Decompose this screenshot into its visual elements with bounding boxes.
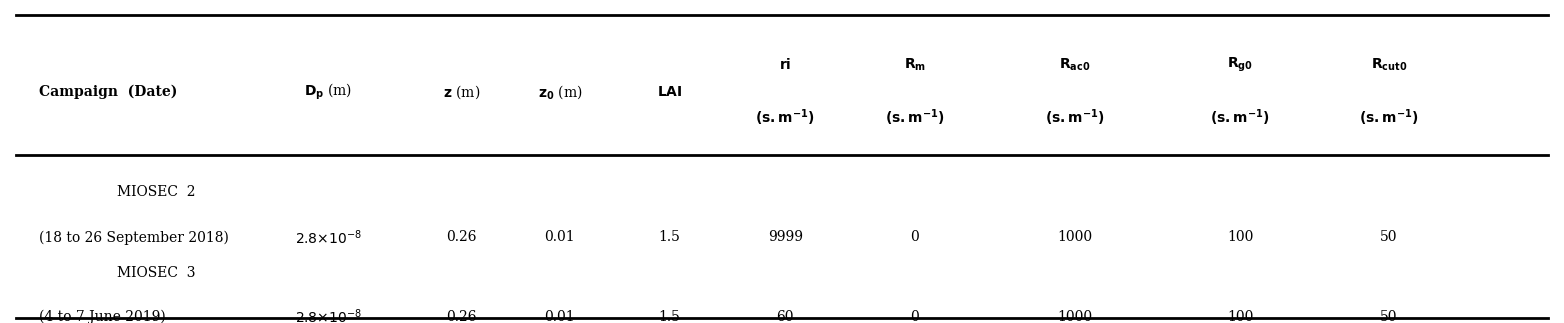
Text: 50: 50	[1379, 309, 1398, 323]
Text: 0.01: 0.01	[544, 230, 576, 245]
Text: 50: 50	[1379, 230, 1398, 245]
Text: 60: 60	[776, 309, 795, 323]
Text: $2.8{\times}10^{-8}$: $2.8{\times}10^{-8}$	[296, 307, 361, 323]
Text: $\mathbf{R_{g0}}$: $\mathbf{R_{g0}}$	[1228, 56, 1253, 74]
Text: 0.26: 0.26	[446, 230, 477, 245]
Text: 0: 0	[910, 309, 920, 323]
Text: $\mathbf{ri}$: $\mathbf{ri}$	[779, 57, 791, 72]
Text: 1.5: 1.5	[658, 309, 680, 323]
Text: MIOSEC  2: MIOSEC 2	[117, 185, 196, 199]
Text: $2.8{\times}10^{-8}$: $2.8{\times}10^{-8}$	[296, 228, 361, 247]
Text: $\mathbf{(s.m^{-1})}$: $\mathbf{(s.m^{-1})}$	[885, 108, 945, 128]
Text: 9999: 9999	[768, 230, 802, 245]
Text: 1000: 1000	[1057, 230, 1092, 245]
Text: $\mathbf{D_p}$ (m): $\mathbf{D_p}$ (m)	[305, 82, 352, 102]
Text: $\mathbf{R_{ac0}}$: $\mathbf{R_{ac0}}$	[1059, 57, 1090, 73]
Text: (4 to 7 June 2019): (4 to 7 June 2019)	[39, 309, 166, 323]
Text: (18 to 26 September 2018): (18 to 26 September 2018)	[39, 230, 228, 245]
Text: $\mathbf{(s.m^{-1})}$: $\mathbf{(s.m^{-1})}$	[755, 108, 815, 128]
Text: 100: 100	[1228, 230, 1253, 245]
Text: 0.01: 0.01	[544, 309, 576, 323]
Text: Campaign  (Date): Campaign (Date)	[39, 85, 177, 99]
Text: MIOSEC  3: MIOSEC 3	[117, 266, 196, 280]
Text: 0: 0	[910, 230, 920, 245]
Text: $\mathbf{z}$ (m): $\mathbf{z}$ (m)	[443, 83, 480, 101]
Text: $\mathbf{(s.m^{-1})}$: $\mathbf{(s.m^{-1})}$	[1045, 108, 1104, 128]
Text: 1.5: 1.5	[658, 230, 680, 245]
Text: $\mathbf{(s.m^{-1})}$: $\mathbf{(s.m^{-1})}$	[1359, 108, 1419, 128]
Text: 1000: 1000	[1057, 309, 1092, 323]
Text: 100: 100	[1228, 309, 1253, 323]
Text: $\mathbf{R_{cut0}}$: $\mathbf{R_{cut0}}$	[1370, 57, 1408, 73]
Text: $\mathbf{(s.m^{-1})}$: $\mathbf{(s.m^{-1})}$	[1211, 108, 1270, 128]
Text: 0.26: 0.26	[446, 309, 477, 323]
Text: $\mathbf{R_m}$: $\mathbf{R_m}$	[904, 57, 926, 73]
Text: $\mathbf{z_0}$ (m): $\mathbf{z_0}$ (m)	[538, 83, 582, 101]
Text: $\mathbf{LAI}$: $\mathbf{LAI}$	[657, 85, 682, 99]
